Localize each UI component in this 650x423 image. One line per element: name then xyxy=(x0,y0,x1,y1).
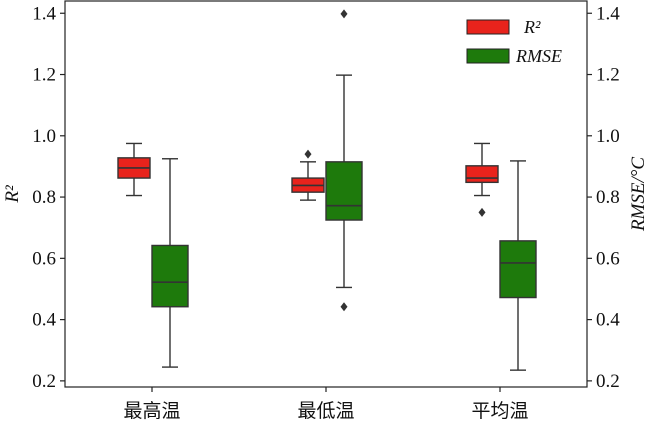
right-tick-label: 0.4 xyxy=(596,310,620,331)
box-r2 xyxy=(291,149,325,201)
iqr-box xyxy=(499,240,537,299)
x-tick-label: 最高温 xyxy=(123,400,180,422)
iqr-box xyxy=(465,165,499,184)
box-rmse xyxy=(325,9,363,312)
x-tick-label: 平均温 xyxy=(471,400,528,422)
iqr-box xyxy=(151,244,189,308)
legend-label-rmse: RMSE xyxy=(515,46,562,66)
left-tick-label: 0.2 xyxy=(32,371,56,392)
box-series xyxy=(117,9,537,371)
left-axis-title: R² xyxy=(2,185,23,204)
left-tick-label: 0.6 xyxy=(32,248,56,269)
right-tick-label: 1.4 xyxy=(596,3,620,24)
outlier-point xyxy=(304,149,312,159)
right-tick-label: 0.2 xyxy=(596,371,620,392)
left-tick-label: 1.0 xyxy=(32,126,56,147)
outlier-point xyxy=(478,207,486,217)
right-y-axis: 0.2 0.4 0.6 0.8 1.0 1.2 1.4 xyxy=(587,3,620,392)
box-rmse xyxy=(151,158,189,368)
box-r2 xyxy=(465,142,499,217)
legend: R² RMSE xyxy=(466,17,562,66)
right-tick-label: 1.0 xyxy=(596,126,620,147)
legend-label-r2: R² xyxy=(523,17,541,37)
left-y-axis: 0.2 0.4 0.6 0.8 1.0 1.2 1.4 xyxy=(32,3,65,392)
left-tick-label: 1.4 xyxy=(32,3,56,24)
x-axis-categories: 最高温 最低温 平均温 xyxy=(123,387,529,422)
right-axis-title: RMSE/°C xyxy=(628,157,649,232)
right-tick-label: 1.2 xyxy=(596,65,620,86)
left-tick-label: 1.2 xyxy=(32,65,56,86)
outlier-point xyxy=(340,302,348,312)
iqr-box xyxy=(325,161,363,221)
box-r2 xyxy=(117,142,151,197)
legend-swatch-r2 xyxy=(466,19,510,35)
left-tick-label: 0.4 xyxy=(32,310,56,331)
right-tick-label: 0.6 xyxy=(596,248,620,269)
x-tick-label: 最低温 xyxy=(297,400,354,422)
outlier-point xyxy=(340,9,348,19)
left-tick-label: 0.8 xyxy=(32,187,56,208)
box-rmse xyxy=(499,160,537,371)
legend-swatch-rmse xyxy=(466,48,510,64)
right-tick-label: 0.8 xyxy=(596,187,620,208)
